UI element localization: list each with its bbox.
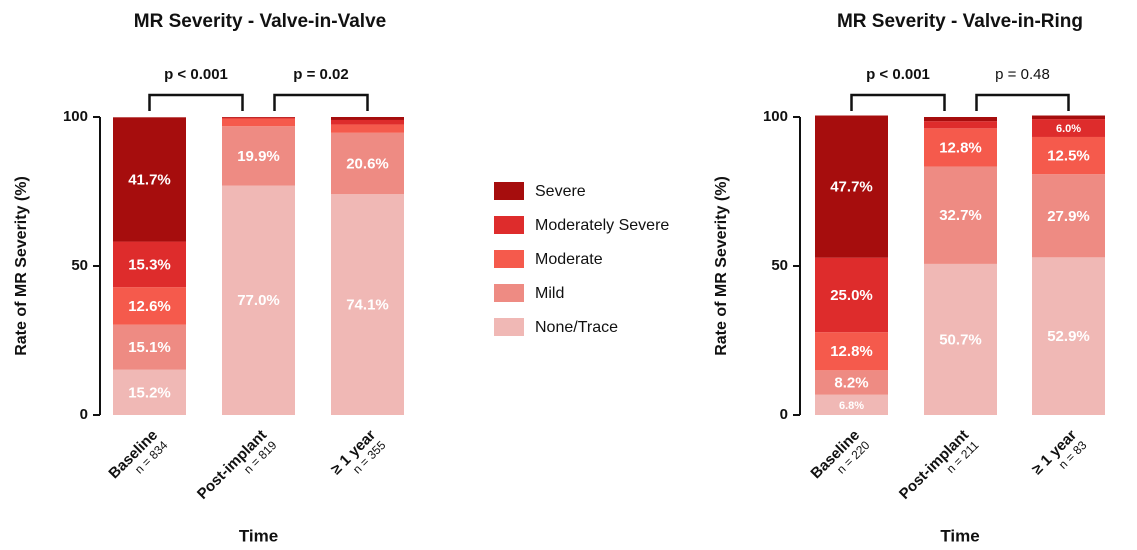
y-tick-label: 0 (780, 406, 788, 423)
data-label: 6.8% (839, 400, 864, 412)
legend-label: Moderate (535, 251, 603, 268)
bar-segment (113, 241, 186, 288)
bracket (975, 93, 1070, 111)
data-label: 12.6% (128, 298, 171, 315)
p-value: p = 0.02 (293, 66, 348, 83)
bar-segment (222, 126, 295, 186)
legend-swatch (494, 284, 524, 302)
data-label: 12.5% (1047, 148, 1090, 165)
bar-segment (222, 118, 295, 127)
bar-segment (924, 128, 997, 167)
y-tick-label: 50 (71, 257, 88, 274)
bracket (273, 93, 369, 111)
data-label: 15.2% (128, 384, 171, 401)
data-label: 50.7% (939, 331, 982, 348)
bar-segment (815, 115, 888, 258)
data-label: 74.1% (346, 297, 389, 314)
data-label: 77.0% (237, 292, 280, 309)
legend-label: Severe (535, 183, 586, 200)
bar-segment (113, 117, 186, 242)
data-label: 12.8% (830, 343, 873, 360)
data-label: 6.0% (1056, 123, 1081, 135)
data-label: 25.0% (830, 287, 873, 304)
bar-segment (815, 257, 888, 333)
y-tick-label: 100 (763, 108, 788, 125)
x-axis-label: Time (940, 526, 979, 545)
bar-segment (1032, 119, 1105, 137)
chart-title: MR Severity - Valve-in-Ring (837, 11, 1083, 32)
legend-label: None/Trace (535, 319, 618, 336)
bar-segment (222, 117, 295, 119)
bar-segment (331, 124, 404, 133)
data-label: 20.6% (346, 155, 389, 172)
bar-segment (924, 117, 997, 122)
data-label: 52.9% (1047, 328, 1090, 345)
bar-segment (113, 324, 186, 370)
bar-segment (924, 263, 997, 415)
bar-segment (815, 394, 888, 415)
bar-segment (331, 117, 404, 120)
bar-segment (331, 119, 404, 125)
bar-segment (331, 132, 404, 195)
data-label: 12.8% (939, 139, 982, 156)
bar-segment (222, 117, 295, 118)
legend-swatch (494, 216, 524, 234)
data-label: 32.7% (939, 207, 982, 224)
bar-segment (924, 121, 997, 129)
bar-segment (113, 287, 186, 325)
bar-segment (1032, 174, 1105, 258)
p-value: p < 0.001 (164, 66, 228, 83)
bar-segment (924, 166, 997, 264)
legend-swatch (494, 182, 524, 200)
bar-segment (331, 194, 404, 415)
p-value: p < 0.001 (866, 66, 930, 83)
y-tick-label: 100 (63, 108, 88, 125)
data-label: 47.7% (830, 179, 873, 196)
bar-segment (815, 370, 888, 395)
chart-title: MR Severity - Valve-in-Valve (134, 11, 386, 32)
data-label: 27.9% (1047, 208, 1090, 225)
legend-label: Moderately Severe (535, 217, 669, 234)
y-axis-label: Rate of MR Severity (%) (713, 176, 730, 356)
legend-swatch (494, 250, 524, 268)
data-label: 15.1% (128, 339, 171, 356)
y-tick-label: 0 (80, 406, 88, 423)
bar-segment (815, 332, 888, 371)
bar-segment (113, 369, 186, 415)
y-tick-label: 50 (771, 257, 788, 274)
bar-segment (222, 185, 295, 415)
bar-segment (1032, 115, 1105, 120)
data-label: 41.7% (128, 171, 171, 188)
bar-segment (1032, 257, 1105, 415)
data-label: 8.2% (834, 374, 868, 391)
bracket (850, 93, 946, 111)
bracket (148, 93, 244, 111)
legend-swatch (494, 318, 524, 336)
legend-label: Mild (535, 285, 564, 302)
data-label: 19.9% (237, 148, 280, 165)
p-value: p = 0.48 (995, 66, 1050, 83)
data-label: 15.3% (128, 256, 171, 273)
bar-segment (1032, 136, 1105, 175)
y-axis-label: Rate of MR Severity (%) (13, 176, 30, 356)
x-axis-label: Time (239, 526, 278, 545)
